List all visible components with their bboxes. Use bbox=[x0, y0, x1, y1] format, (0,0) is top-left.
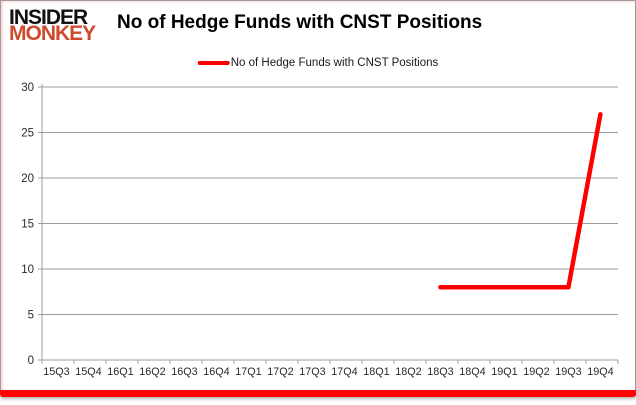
x-tick-label: 18Q3 bbox=[427, 366, 453, 378]
y-tick-label: 5 bbox=[28, 310, 34, 322]
chart-frame bbox=[0, 0, 636, 392]
y-tick-label: 20 bbox=[21, 173, 34, 185]
y-tick-label: 10 bbox=[21, 264, 34, 276]
y-tick-label: 15 bbox=[21, 219, 34, 231]
logo-monkey-text: MONKEY bbox=[9, 22, 96, 45]
x-tick-label: 17Q2 bbox=[267, 366, 293, 378]
x-tick-label: 18Q2 bbox=[395, 366, 421, 378]
legend: No of Hedge Funds with CNST Positions bbox=[197, 57, 439, 69]
insider-monkey-logo: INSIDER MONKEY bbox=[9, 6, 96, 45]
x-tick-label: 17Q3 bbox=[299, 366, 325, 378]
x-tick-label: 15Q4 bbox=[75, 366, 101, 378]
chart-title: No of Hedge Funds with CNST Positions bbox=[117, 12, 483, 33]
x-tick-label: 16Q2 bbox=[139, 366, 165, 378]
x-tick-label: 18Q4 bbox=[459, 366, 485, 378]
x-tick-label: 18Q1 bbox=[363, 366, 389, 378]
y-tick-label: 30 bbox=[21, 82, 34, 94]
red-bottom-border bbox=[0, 390, 636, 397]
x-tick-label: 16Q4 bbox=[203, 366, 229, 378]
y-tick-label: 0 bbox=[28, 355, 34, 367]
x-tick-label: 19Q1 bbox=[491, 366, 517, 378]
x-tick-label: 17Q1 bbox=[235, 366, 261, 378]
logo-insider-text: INSIDER bbox=[9, 6, 88, 29]
x-tick-label: 19Q3 bbox=[555, 366, 581, 378]
legend-label: No of Hedge Funds with CNST Positions bbox=[230, 57, 439, 69]
x-tick-label: 16Q3 bbox=[171, 366, 197, 378]
x-tick-label: 16Q1 bbox=[107, 366, 133, 378]
y-tick-label: 25 bbox=[21, 128, 34, 140]
x-tick-label: 19Q4 bbox=[587, 366, 613, 378]
x-tick-label: 15Q3 bbox=[43, 366, 69, 378]
legend-line-swatch bbox=[197, 61, 230, 65]
data-line bbox=[438, 112, 603, 290]
x-tick-label: 17Q4 bbox=[331, 366, 357, 378]
plot-svg: 0 5 10 15 20 25 30 15Q3 15Q4 16Q1 16Q2 16Q3 16Q4 17Q1… bbox=[21, 82, 619, 378]
x-tick-label: 19Q2 bbox=[523, 366, 549, 378]
